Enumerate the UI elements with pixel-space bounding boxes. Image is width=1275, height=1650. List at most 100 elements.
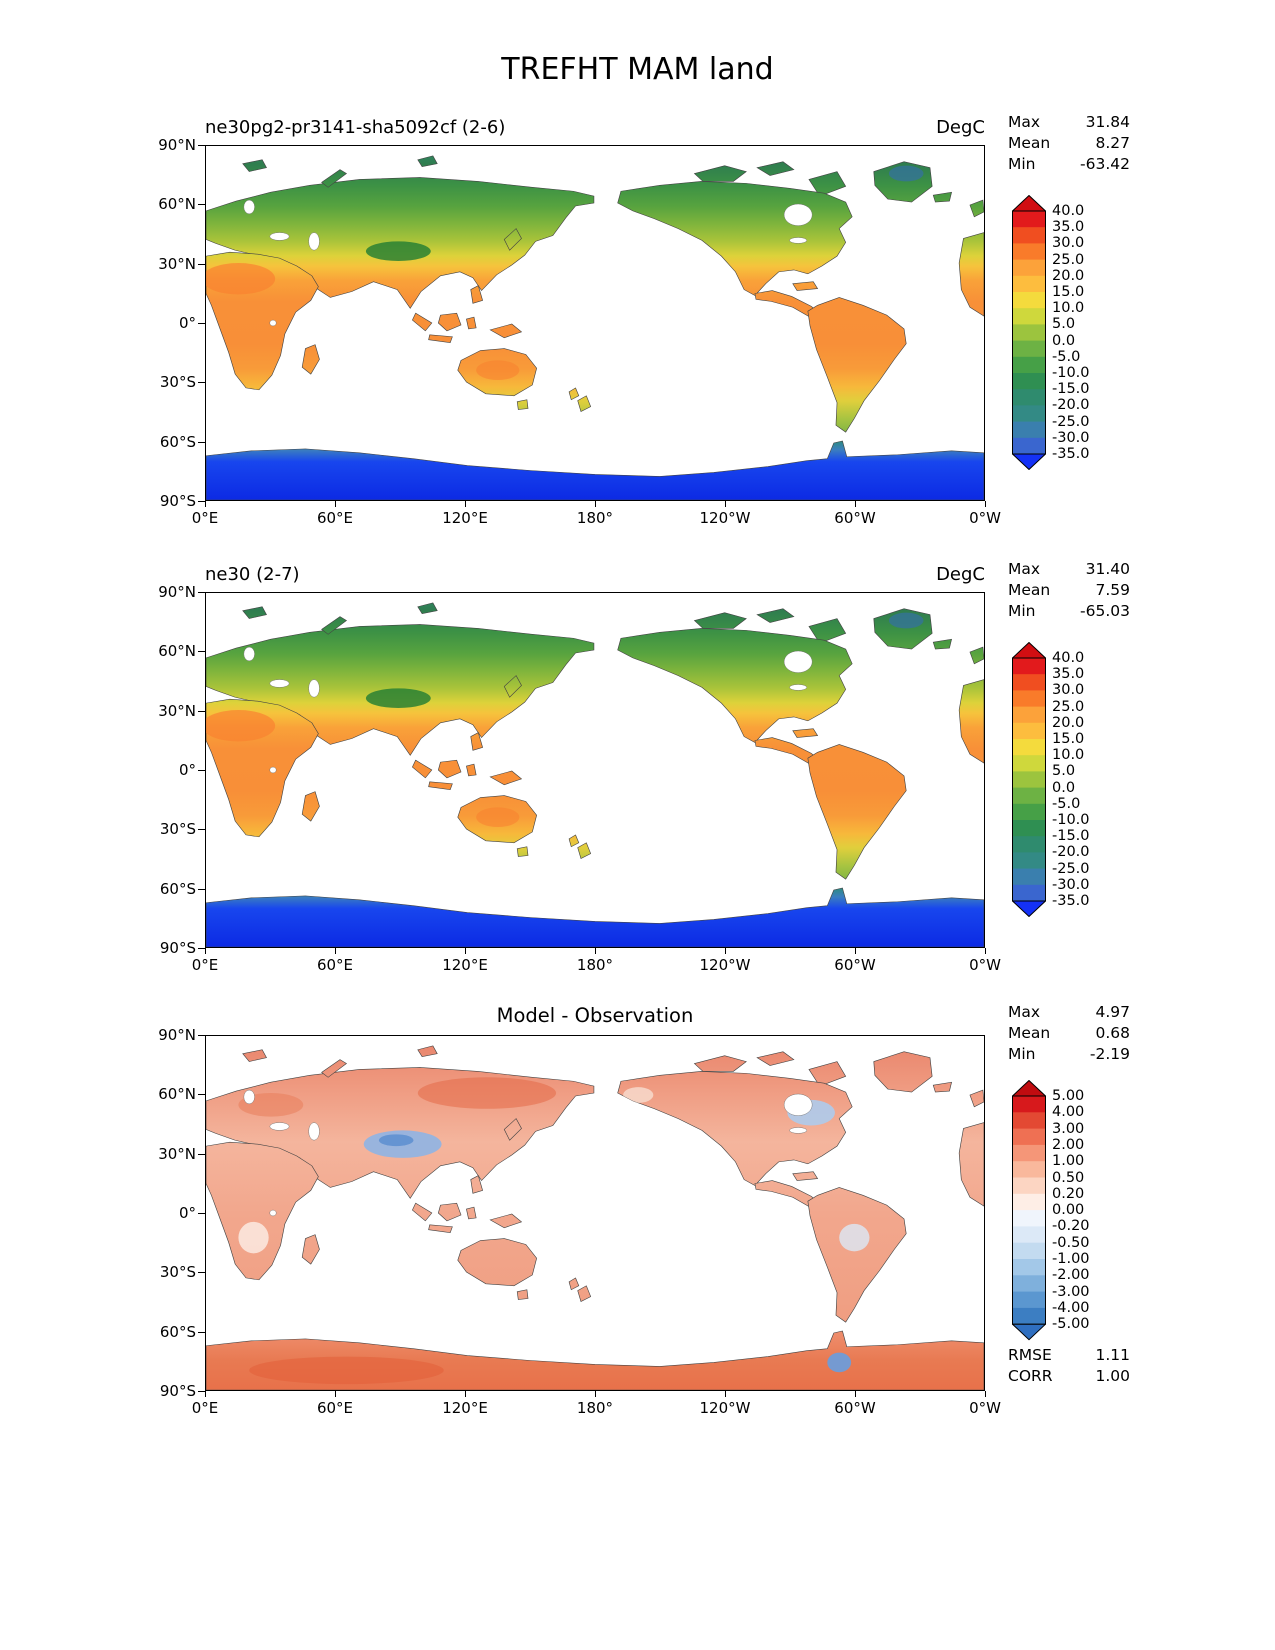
y-tick-label: 90°S bbox=[159, 939, 196, 957]
colorbar-tick-label: -4.00 bbox=[1052, 1299, 1090, 1316]
colorbar: 40.0 35.0 30.0 25.0 20.0 15.0 10.0 5.0 0.0 -5.0 -1… bbox=[1011, 641, 1090, 921]
colorbar-tick-label: 35.0 bbox=[1052, 219, 1085, 236]
stat-max: Max 4.97 bbox=[1008, 1002, 1130, 1023]
colorbar-tick-label: 20.0 bbox=[1052, 714, 1085, 731]
map-difference bbox=[205, 1035, 985, 1391]
stat-value: -65.03 bbox=[1080, 602, 1130, 620]
y-tick-mark bbox=[198, 145, 205, 146]
stat-value: 4.97 bbox=[1095, 1003, 1130, 1021]
units-label: DegC bbox=[936, 564, 985, 585]
y-tick-mark bbox=[198, 592, 205, 593]
world-map-svg bbox=[206, 1045, 984, 1390]
stat-value: 1.00 bbox=[1095, 1367, 1130, 1385]
colorbar-tick-label: 40.0 bbox=[1052, 203, 1085, 219]
stat-rmse: RMSE 1.11 bbox=[1008, 1345, 1130, 1366]
y-tick-label: 30°S bbox=[159, 1263, 196, 1282]
x-tick-mark bbox=[205, 948, 206, 954]
colorbar-tick-label: -15.0 bbox=[1052, 381, 1090, 398]
x-tick-mark bbox=[465, 1391, 466, 1397]
stat-label: Max bbox=[1008, 1003, 1041, 1021]
stat-label: Max bbox=[1008, 113, 1041, 131]
y-tick-label: 90°N bbox=[158, 1026, 196, 1044]
x-tick-mark bbox=[725, 501, 726, 507]
y-tick-label: 30°N bbox=[158, 701, 196, 720]
continents bbox=[206, 602, 984, 947]
stat-value: 7.59 bbox=[1095, 581, 1130, 599]
y-tick-mark bbox=[198, 888, 205, 890]
panel-title: Model - Observation bbox=[496, 1004, 694, 1027]
stat-value: -2.19 bbox=[1089, 1045, 1130, 1063]
antarctica bbox=[206, 887, 984, 947]
stat-mean: Mean 8.27 bbox=[1008, 133, 1130, 154]
x-tick-label: 0°E bbox=[191, 956, 219, 974]
y-tick-label: 30°S bbox=[159, 820, 196, 839]
y-tick-mark bbox=[198, 829, 205, 831]
y-tick-label: 90°N bbox=[158, 136, 196, 154]
y-tick-label: 60°S bbox=[159, 879, 196, 898]
panel-title: ne30pg2-pr3141-sha5092cf (2-6) bbox=[205, 117, 506, 138]
colorbar-tick-label: 20.0 bbox=[1052, 267, 1085, 284]
x-tick-mark bbox=[595, 1391, 596, 1397]
x-tick-label: 180° bbox=[576, 509, 614, 527]
y-tick-mark bbox=[198, 323, 205, 324]
colorbar-tick-label: -15.0 bbox=[1052, 828, 1090, 845]
x-tick-label: 60°W bbox=[834, 509, 876, 527]
y-tick-label: 60°S bbox=[159, 1322, 196, 1341]
lakes bbox=[243, 646, 813, 774]
y-tick-label: 90°S bbox=[159, 1382, 196, 1400]
x-tick-mark bbox=[335, 948, 336, 954]
y-tick-label: 60°N bbox=[158, 195, 196, 214]
x-tick-mark bbox=[335, 501, 336, 507]
stat-min: Min -63.42 bbox=[1008, 154, 1130, 175]
x-tick-label: 60°E bbox=[316, 1399, 354, 1417]
x-tick-mark bbox=[855, 1391, 856, 1397]
y-tick-mark bbox=[198, 501, 205, 502]
y-tick-mark bbox=[198, 770, 205, 771]
colorbar-tick-label: -1.00 bbox=[1052, 1251, 1090, 1267]
x-tick-label: 60°E bbox=[316, 956, 354, 974]
x-tick-mark bbox=[205, 1391, 206, 1397]
stat-label: Min bbox=[1008, 1045, 1036, 1063]
colorbar-tick-label: -2.00 bbox=[1052, 1267, 1090, 1284]
x-tick-mark bbox=[465, 948, 466, 954]
panel-model-2: ne30 (2-7) DegC Max 31.40 Mean 7.59 Min -65.0… bbox=[0, 559, 1275, 1002]
x-tick-label: 0°W bbox=[969, 956, 1001, 974]
stat-min: Min -2.19 bbox=[1008, 1044, 1130, 1065]
continents bbox=[206, 155, 984, 500]
map-model-2 bbox=[205, 592, 985, 948]
y-tick-mark bbox=[198, 1153, 205, 1155]
stats-block: Max 4.97 Mean 0.68 Min -2.19 bbox=[1008, 1002, 1130, 1065]
field-overlays bbox=[206, 612, 924, 828]
stat-mean: Mean 7.59 bbox=[1008, 580, 1130, 601]
y-tick-label: 30°S bbox=[159, 373, 196, 392]
map-model-1 bbox=[205, 145, 985, 501]
x-tick-label: 0°W bbox=[969, 1399, 1001, 1417]
colorbar-gradient bbox=[1011, 1079, 1047, 1341]
stat-label: Min bbox=[1008, 155, 1036, 173]
x-tick-label: 120°E bbox=[442, 956, 488, 974]
stat-value: -63.42 bbox=[1080, 155, 1130, 173]
x-tick-mark bbox=[205, 501, 206, 507]
x-tick-label: 60°W bbox=[834, 1399, 876, 1417]
x-tick-label: 0°W bbox=[969, 509, 1001, 527]
stat-value: 1.11 bbox=[1095, 1346, 1130, 1364]
colorbar-tick-label: 0.00 bbox=[1052, 1202, 1085, 1219]
colorbar-tick-label: -20.0 bbox=[1052, 397, 1090, 414]
stat-value: 0.68 bbox=[1095, 1024, 1130, 1042]
x-tick-mark bbox=[335, 1391, 336, 1397]
x-tick-label: 180° bbox=[576, 1399, 614, 1417]
panel-difference: Model - Observation Max 4.97 Mean 0.68 Min -2… bbox=[0, 1002, 1275, 1442]
colorbar-tick-label: -10.0 bbox=[1052, 365, 1090, 381]
colorbar-tick-label: 1.00 bbox=[1052, 1153, 1085, 1170]
stat-label: RMSE bbox=[1008, 1346, 1052, 1364]
colorbar-tick-label: 25.0 bbox=[1052, 698, 1085, 715]
colorbar-tick-label: -3.00 bbox=[1052, 1283, 1090, 1300]
colorbar-tick-label: 40.0 bbox=[1052, 650, 1085, 666]
units-label: DegC bbox=[936, 117, 985, 138]
panel-model-1: ne30pg2-pr3141-sha5092cf (2-6) DegC Max 3… bbox=[0, 112, 1275, 559]
y-tick-mark bbox=[198, 948, 205, 949]
y-tick-label: 30°N bbox=[158, 254, 196, 273]
x-tick-label: 120°W bbox=[699, 956, 751, 974]
y-tick-label: 90°S bbox=[159, 492, 196, 510]
